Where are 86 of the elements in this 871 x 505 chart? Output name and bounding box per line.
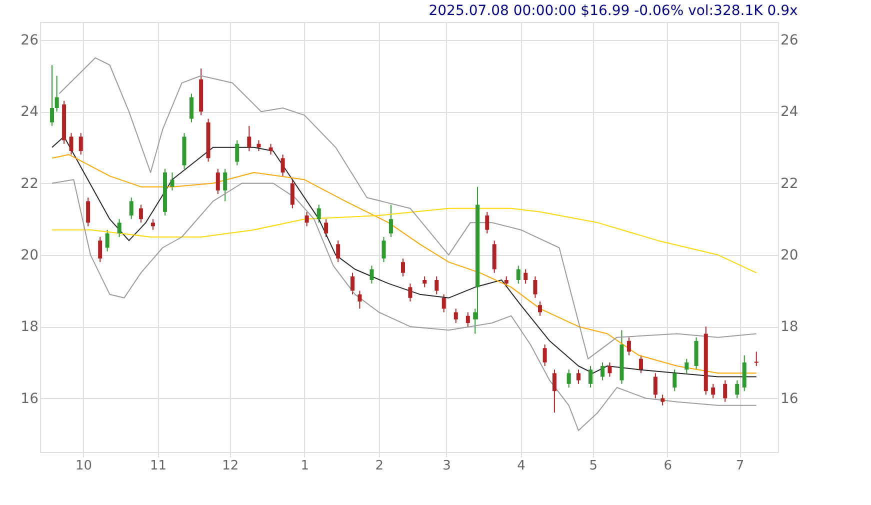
candlestick	[370, 265, 374, 284]
candlestick	[576, 369, 580, 384]
y2-tick-label: 20	[780, 247, 798, 264]
candlestick	[105, 229, 110, 252]
candlestick	[442, 294, 446, 313]
y-tick-label: 18	[20, 319, 38, 336]
line-series	[52, 208, 757, 274]
candlestick	[434, 276, 439, 295]
candlestick	[280, 154, 285, 177]
line-series	[52, 179, 757, 431]
candlestick	[316, 204, 321, 224]
candlestick	[358, 290, 362, 310]
candlestick	[388, 204, 393, 238]
chart-title: 2025.07.08 00:00:00 $16.99 -0.06% vol:328.1K 0.9x	[428, 3, 798, 19]
candlestick	[50, 64, 54, 126]
y-tick-label: 22	[20, 176, 38, 192]
candlestick	[69, 132, 74, 156]
candlestick	[524, 268, 528, 284]
y-tick-label: 24	[20, 104, 39, 120]
candlestick	[247, 125, 252, 152]
y2-tick-label: 26	[780, 32, 798, 48]
line-series	[58, 57, 757, 360]
candlestick	[660, 394, 665, 406]
candlestick	[600, 362, 605, 381]
candlestick	[408, 283, 412, 302]
candlestick	[466, 312, 470, 328]
candlestick	[138, 204, 143, 224]
candlestick	[533, 276, 538, 298]
y-tick-label: 20	[20, 247, 38, 264]
candlestick	[653, 372, 658, 399]
y2-tick-label: 22	[780, 176, 798, 192]
candlestick	[538, 301, 542, 316]
candlestick	[336, 240, 340, 263]
candlestick	[98, 236, 102, 263]
candlestick	[672, 369, 677, 392]
candlestick	[290, 179, 294, 209]
candlestick	[216, 168, 220, 194]
candlestick	[129, 197, 134, 220]
x-tick-label: 7	[736, 458, 744, 474]
candlestick	[170, 172, 174, 191]
x-tick-label: 3	[442, 458, 451, 474]
x-tick-label: 1	[300, 458, 310, 474]
candlestick	[504, 276, 508, 288]
y-tick-label: 16	[20, 390, 39, 407]
x-tick-label: 12	[222, 458, 239, 474]
candlestick	[382, 236, 386, 263]
candlestick	[588, 366, 592, 388]
candlestick	[189, 93, 194, 123]
x-tick-label: 11	[150, 458, 167, 474]
candlestick	[117, 218, 122, 238]
candlestick	[684, 358, 689, 374]
candlestick	[552, 369, 556, 414]
candlestick	[324, 218, 328, 238]
y-tick-label: 26	[20, 32, 39, 48]
candlestick	[422, 276, 427, 288]
candlestick	[256, 140, 261, 152]
candlestick	[608, 362, 612, 378]
x-tick-label: 4	[517, 458, 526, 474]
x-tick-label: 10	[75, 458, 92, 474]
candlestick	[638, 354, 643, 374]
candlestick	[454, 308, 458, 324]
candlestick	[566, 369, 571, 388]
candlestick	[235, 140, 240, 166]
x-tick-label: 6	[664, 458, 672, 474]
candlestick	[735, 380, 740, 399]
candlestick	[223, 168, 228, 202]
candlestick	[268, 143, 273, 156]
candlestick	[754, 351, 758, 366]
candlestick	[350, 272, 355, 295]
candlestick	[711, 383, 716, 399]
y2-tick-label: 16	[780, 390, 798, 407]
candlestick	[542, 344, 547, 366]
candlestick	[723, 380, 728, 402]
candlestick	[516, 265, 520, 284]
candlestick	[150, 218, 155, 230]
y2-tick-label: 18	[780, 319, 798, 336]
candlestick	[86, 197, 90, 227]
x-tick-label: 5	[589, 458, 598, 474]
candlestick	[400, 258, 405, 277]
y2-tick-label: 24	[780, 104, 798, 120]
x-tick-label: 2	[375, 458, 384, 474]
candlestick	[54, 75, 59, 112]
candlestick	[78, 132, 83, 156]
candlestick	[304, 211, 309, 227]
candlestick	[626, 336, 631, 356]
candlestick	[485, 211, 490, 234]
